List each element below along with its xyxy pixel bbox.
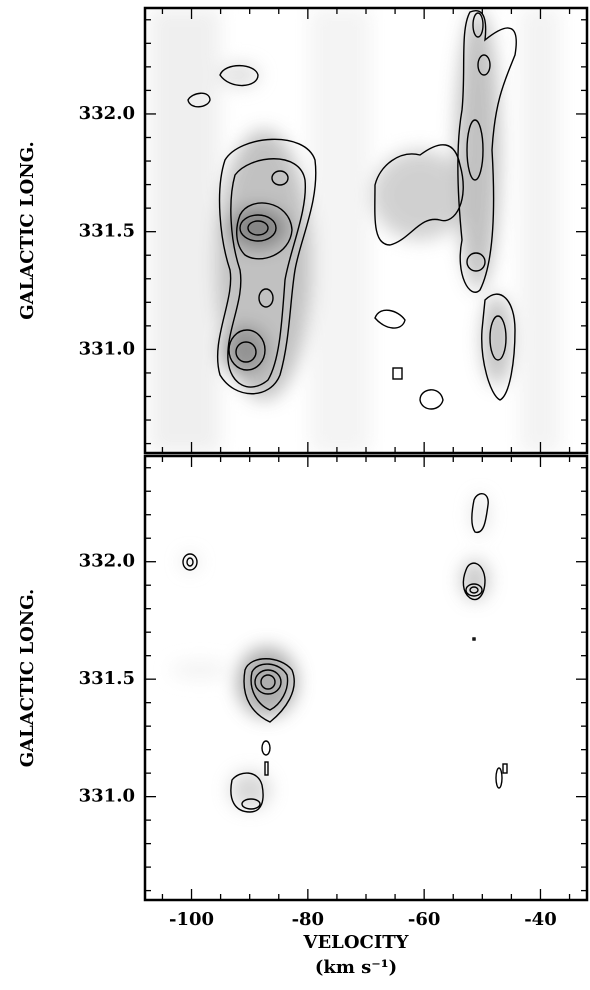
x-tick-label: -80 — [292, 909, 325, 930]
y-tick-label: 332.0 — [79, 551, 135, 572]
y-tick-label: 331.0 — [79, 338, 135, 359]
emission-map-top — [150, 8, 560, 453]
y-tick-label: 332.0 — [79, 103, 135, 124]
x-axis-label: VELOCITY — [302, 932, 409, 953]
y-axis-label: GALACTIC LONG. — [17, 141, 38, 319]
x-tick-label: -100 — [169, 909, 214, 930]
x-axis-unit: (km s⁻¹) — [315, 957, 397, 978]
emission-map-bottom — [170, 493, 508, 813]
plot-frame — [143, 454, 589, 902]
y-axis-label: GALACTIC LONG. — [17, 589, 38, 767]
x-tick-label: -40 — [524, 909, 557, 930]
x-tick-label: -60 — [408, 909, 441, 930]
y-tick-label: 331.5 — [79, 668, 135, 689]
y-tick-label: 331.0 — [79, 786, 135, 807]
y-tick-label: 331.5 — [79, 221, 135, 242]
